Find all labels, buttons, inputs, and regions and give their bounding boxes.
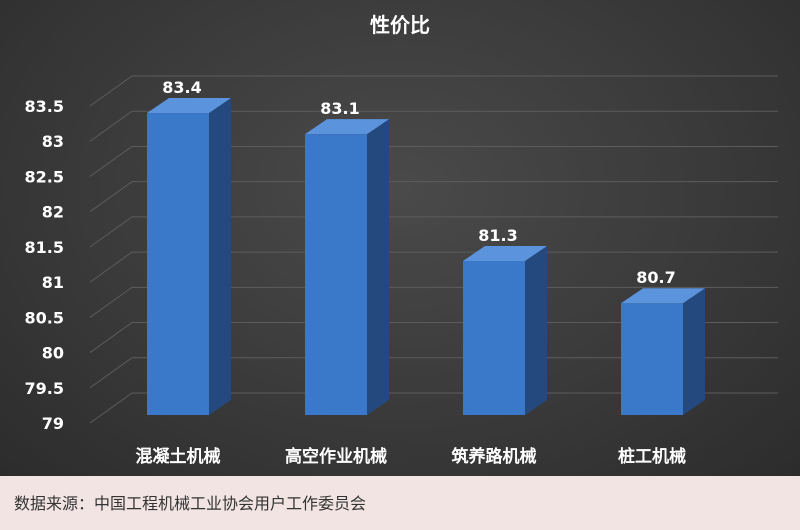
y-tick-label: 81.5	[25, 238, 64, 257]
y-tick-label: 83.5	[25, 97, 64, 116]
y-tick-label: 79.5	[25, 379, 64, 398]
data-label: 81.3	[478, 226, 517, 245]
gridline	[89, 75, 778, 107]
x-tick-label: 桩工机械	[618, 446, 686, 467]
bar-top	[305, 119, 389, 135]
bar-front	[147, 113, 209, 416]
chart-title: 性价比	[370, 13, 430, 37]
bar-top	[147, 98, 231, 114]
data-label: 83.4	[162, 78, 201, 97]
y-tick-label: 82.5	[25, 167, 64, 186]
gridline	[89, 357, 778, 389]
bar	[463, 245, 547, 415]
gridline	[89, 392, 778, 424]
y-tick-label: 80.5	[25, 308, 64, 327]
bar-side	[367, 119, 389, 415]
data-labels: 83.4 83.1 81.3 80.7	[162, 78, 675, 287]
y-tick-label: 82	[42, 203, 64, 222]
source-note: 数据来源：中国工程机械工业协会用户工作委员会	[14, 494, 367, 513]
x-tick-label: 混凝土机械	[136, 446, 221, 467]
bar-side	[525, 245, 547, 415]
bar	[305, 119, 389, 415]
bar-side	[683, 288, 705, 415]
bar-front	[621, 303, 683, 415]
bar	[147, 98, 231, 416]
gridline	[89, 322, 778, 353]
gridline	[89, 181, 778, 213]
y-tick-label: 80	[42, 344, 64, 363]
y-tick-label: 79	[42, 414, 64, 433]
gridline	[89, 110, 778, 142]
bar-top	[621, 288, 705, 304]
bar-side	[209, 98, 231, 416]
bar-top	[463, 245, 547, 261]
gridline	[89, 251, 778, 283]
bar-front	[305, 134, 367, 415]
bar	[621, 288, 705, 415]
x-tick-label: 高空作业机械	[285, 446, 387, 467]
data-label: 80.7	[636, 268, 675, 287]
footer: 数据来源：中国工程机械工业协会用户工作委员会	[0, 476, 800, 530]
bar-front	[463, 260, 525, 415]
y-tick-label: 83	[42, 132, 64, 151]
chart-area: 79 79.5 80 80.5 81 81.5 82 82.5 83 83.5 83.4 83.1 8…	[0, 0, 800, 476]
gridline	[89, 145, 778, 177]
gridline	[89, 286, 778, 318]
y-tick-label: 81	[42, 273, 64, 292]
bars	[147, 98, 705, 416]
data-label: 83.1	[320, 99, 359, 118]
gridline	[89, 216, 778, 248]
y-axis: 79 79.5 80 80.5 81 81.5 82 82.5 83 83.5	[25, 97, 64, 433]
x-axis: 混凝土机械 高空作业机械 筑养路机械 桩工机械	[136, 446, 687, 467]
gridlines	[89, 75, 778, 424]
x-tick-label: 筑养路机械	[452, 446, 537, 467]
